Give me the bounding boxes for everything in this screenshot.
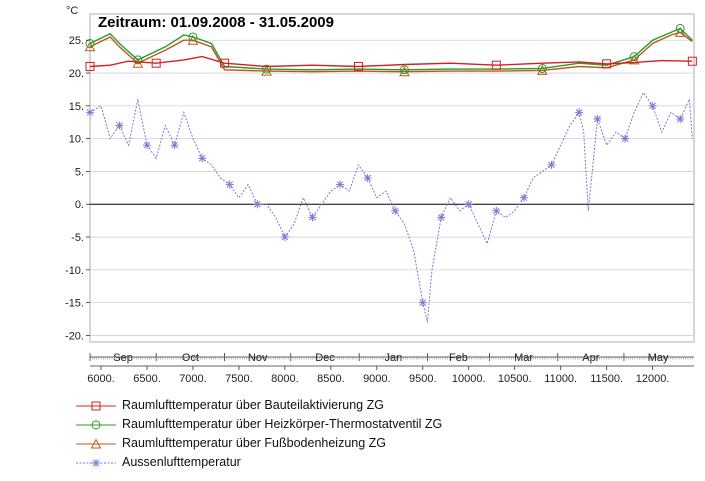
- marker-square: [491, 60, 501, 70]
- month-label: Nov: [248, 352, 268, 364]
- marker-asterisk: [492, 206, 501, 215]
- x-tick-label: 10000.: [452, 373, 486, 385]
- legend-swatch-triangle: [76, 437, 116, 448]
- series-line: [89, 31, 693, 73]
- y-tick-label: -5.: [71, 232, 84, 244]
- marker-circle: [629, 52, 639, 62]
- marker-circle: [675, 23, 685, 33]
- legend-item-aussenluft: Aussenlufttemperatur: [76, 453, 442, 472]
- x-tick-label: 6000.: [87, 373, 115, 385]
- y-tick-label: -10.: [65, 265, 84, 277]
- marker-circle: [262, 64, 272, 74]
- x-tick-label: 8000.: [271, 373, 299, 385]
- series-circle: [85, 23, 693, 75]
- y-tick-label: -15.: [65, 298, 84, 310]
- marker-triangle: [399, 66, 410, 77]
- marker-square: [687, 56, 697, 66]
- marker-asterisk: [418, 298, 427, 307]
- marker-circle: [188, 32, 198, 42]
- legend: Raumlufttemperatur über Bauteilaktivieru…: [76, 396, 442, 472]
- series-line: [89, 27, 693, 71]
- legend-item-bauteilaktivierung: Raumlufttemperatur über Bauteilaktivieru…: [76, 396, 442, 415]
- y-axis-unit: °C: [66, 5, 78, 17]
- month-label: Mar: [514, 352, 533, 364]
- x-tick-label: 9500.: [409, 373, 437, 385]
- month-label: Jan: [385, 352, 403, 364]
- marker-asterisk: [547, 160, 556, 169]
- marker-asterisk: [253, 200, 262, 209]
- marker-square: [602, 59, 612, 69]
- marker-asterisk: [391, 206, 400, 215]
- legend-label: Raumlufttemperatur über Heizkörper-Therm…: [122, 417, 443, 431]
- marker-asterisk: [621, 134, 630, 143]
- x-tick-label: 7000.: [179, 373, 207, 385]
- marker-asterisk: [336, 180, 345, 189]
- x-tick-label: 9000.: [363, 373, 391, 385]
- month-label: Dec: [315, 352, 335, 364]
- marker-asterisk: [593, 114, 602, 123]
- legend-label: Raumlufttemperatur über Fußbodenheizung …: [122, 436, 387, 450]
- x-tick-label: 12000.: [636, 373, 670, 385]
- marker-circle: [537, 63, 547, 73]
- marker-square: [353, 61, 363, 71]
- y-tick-label: 15.: [69, 101, 84, 113]
- month-label: Oct: [182, 352, 199, 364]
- marker-asterisk: [225, 180, 234, 189]
- series-square: [85, 55, 697, 71]
- series-asterisk: [86, 91, 693, 323]
- legend-swatch-circle: [76, 420, 116, 429]
- y-tick-label: 0.: [75, 199, 84, 211]
- y-tick-label: 25.: [69, 35, 84, 47]
- marker-triangle: [536, 64, 548, 75]
- series-line: [89, 91, 693, 323]
- month-axis: Sep Oct Nov Dec Jan Feb Mar Apr May: [89, 352, 694, 364]
- x-tick-label: 8500.: [317, 373, 345, 385]
- marker-asterisk: [676, 114, 685, 123]
- legend-item-fussbodenheizung: Raumlufttemperatur über Fußbodenheizung …: [76, 434, 442, 453]
- y-tick-label: 20.: [69, 68, 84, 80]
- marker-asterisk: [198, 154, 207, 163]
- series-layer: [84, 23, 697, 323]
- legend-swatch-asterisk: [76, 458, 116, 467]
- marker-asterisk: [437, 213, 446, 222]
- marker-triangle: [261, 65, 272, 76]
- marker-square: [220, 58, 230, 68]
- marker-square: [85, 61, 95, 71]
- legend-label: Aussenlufttemperatur: [122, 455, 241, 469]
- x-tick-label: 7500.: [225, 373, 253, 385]
- plot-frame: [89, 13, 695, 343]
- marker-square: [151, 58, 161, 68]
- marker-asterisk: [280, 233, 289, 242]
- legend-item-heizkoerper: Raumlufttemperatur über Heizkörper-Therm…: [76, 415, 442, 434]
- marker-circle: [133, 55, 143, 65]
- y-tick-label: 5.: [75, 166, 84, 178]
- marker-asterisk: [519, 193, 528, 202]
- x-tick-label: 10500.: [498, 373, 532, 385]
- x-tick-label: 11000.: [544, 373, 577, 385]
- marker-asterisk: [115, 121, 124, 130]
- legend-swatch-square: [76, 401, 116, 410]
- marker-asterisk: [464, 200, 473, 209]
- axes: 25. 20. 15. 10. 5. 0. -5. -10. -15. -20. 6000. 6500…: [65, 35, 694, 385]
- legend-label: Raumlufttemperatur über Bauteilaktivieru…: [122, 398, 384, 412]
- chart-title: Zeitraum: 01.09.2008 - 31.05.2009: [98, 14, 334, 31]
- marker-asterisk: [308, 213, 317, 222]
- marker-asterisk: [648, 101, 657, 110]
- marker-asterisk: [170, 141, 179, 150]
- marker-asterisk: [363, 174, 372, 182]
- marker-asterisk: [86, 108, 94, 117]
- x-tick-label: 6500.: [133, 373, 161, 385]
- marker-circle: [85, 39, 95, 49]
- y-tick-label: 10.: [69, 134, 84, 146]
- y-tick-label: -20.: [65, 330, 84, 342]
- marker-asterisk: [575, 108, 584, 117]
- x-tick-label: 11500.: [590, 373, 623, 385]
- month-label: May: [648, 352, 669, 364]
- marker-asterisk: [142, 141, 151, 150]
- series-line: [89, 55, 693, 68]
- marker-circle: [399, 65, 409, 75]
